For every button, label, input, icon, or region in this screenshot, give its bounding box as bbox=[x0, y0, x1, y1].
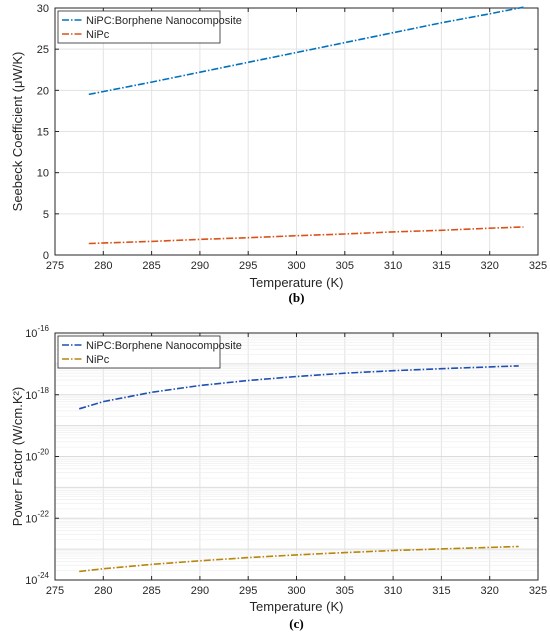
y-axis-label: Seebeck Coefficient (μW/K) bbox=[10, 52, 25, 212]
x-tick-label: 320 bbox=[481, 585, 499, 597]
legend: NiPC:Borphene Nanocomposite NiPc bbox=[57, 335, 242, 369]
x-tick-label: 310 bbox=[384, 260, 402, 272]
x-axis-label: Temperature (K) bbox=[250, 275, 344, 290]
y-axis-label: Power Factor (W/cm.K²) bbox=[10, 387, 25, 526]
x-tick-label: 305 bbox=[336, 585, 354, 597]
y-tick-label: 20 bbox=[37, 85, 49, 97]
x-tick-label: 280 bbox=[94, 585, 112, 597]
x-axis-label: Temperature (K) bbox=[250, 599, 344, 614]
x-tick-label: 325 bbox=[529, 585, 547, 597]
y-tick-label: 10-22 bbox=[25, 509, 49, 525]
legend-entry: NiPC:Borphene Nanocomposite bbox=[86, 340, 242, 352]
y-tick-label: 0 bbox=[43, 250, 49, 262]
y-tick-label: 5 bbox=[43, 209, 49, 221]
x-tick-label: 295 bbox=[239, 585, 257, 597]
x-tick-label: 310 bbox=[384, 585, 402, 597]
series-line-nipc bbox=[88, 226, 524, 245]
x-tick-label: 320 bbox=[481, 260, 499, 272]
x-tick-label: 300 bbox=[287, 585, 305, 597]
legend-entry: NiPc bbox=[86, 354, 110, 366]
series-line-nanocomposite bbox=[78, 365, 519, 410]
legend: NiPC:Borphene Nanocomposite NiPc bbox=[57, 10, 242, 44]
x-tick-label: 325 bbox=[529, 260, 547, 272]
power-factor-chart: 275 280 285 290 295 300 305 310 315 320 325 10-24 10… bbox=[10, 324, 547, 631]
x-tick-label: 280 bbox=[94, 260, 112, 272]
y-tick-label: 10-18 bbox=[25, 386, 49, 402]
x-tick-label: 285 bbox=[142, 260, 160, 272]
y-tick-label: 10-16 bbox=[25, 324, 49, 340]
x-tick-label: 305 bbox=[336, 260, 354, 272]
legend-box bbox=[57, 335, 221, 369]
series-line-nanocomposite bbox=[88, 6, 524, 96]
panel-caption: (b) bbox=[289, 290, 305, 305]
seebeck-chart: 275 280 285 290 295 300 305 310 315 320 325 0 5 10 15 2… bbox=[10, 3, 547, 305]
y-tick-label: 10 bbox=[37, 168, 49, 180]
y-tick-label: 10-24 bbox=[25, 571, 49, 587]
legend-entry: NiPc bbox=[86, 29, 110, 41]
x-tick-label: 315 bbox=[432, 260, 450, 272]
x-tick-label: 275 bbox=[46, 260, 64, 272]
x-tick-label: 315 bbox=[432, 585, 450, 597]
legend-entry: NiPC:Borphene Nanocomposite bbox=[86, 15, 242, 27]
x-tick-label: 300 bbox=[287, 260, 305, 272]
x-tick-label: 295 bbox=[239, 260, 257, 272]
panel-caption: (c) bbox=[289, 616, 303, 631]
x-tick-label: 285 bbox=[142, 585, 160, 597]
y-tick-label: 25 bbox=[37, 44, 49, 56]
y-tick-label: 30 bbox=[37, 3, 49, 15]
x-tick-label: 275 bbox=[46, 585, 64, 597]
legend-box bbox=[57, 10, 221, 44]
x-tick-label: 290 bbox=[191, 585, 209, 597]
y-tick-label: 15 bbox=[37, 127, 49, 139]
series-line-nipc bbox=[79, 545, 519, 573]
x-tick-label: 290 bbox=[191, 260, 209, 272]
y-tick-label: 10-20 bbox=[25, 448, 49, 464]
